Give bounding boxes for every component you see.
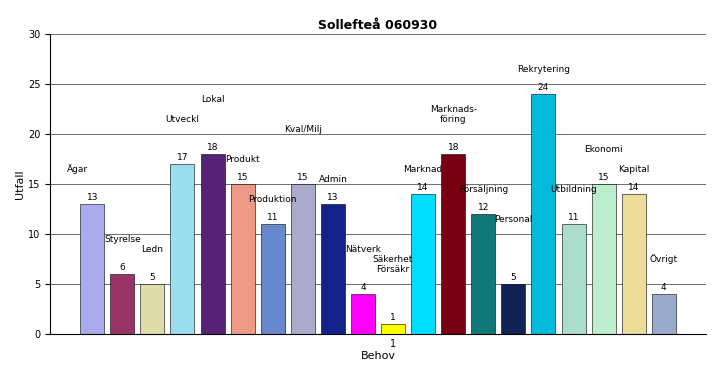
Y-axis label: Utfall: Utfall [15, 169, 25, 199]
Bar [652, 294, 676, 334]
Bar [472, 214, 495, 334]
Bar [171, 164, 194, 334]
Text: Nätverk: Nätverk [345, 245, 381, 254]
Text: Kval/Milj: Kval/Milj [284, 125, 322, 134]
Bar [351, 294, 375, 334]
Text: 18: 18 [207, 143, 218, 152]
Bar [562, 224, 585, 334]
Bar [592, 184, 616, 334]
Text: Kapital: Kapital [618, 165, 649, 174]
Text: Styrelse: Styrelse [104, 235, 140, 244]
Text: 24: 24 [538, 83, 549, 92]
Text: 13: 13 [86, 193, 98, 202]
Text: Ekonomi: Ekonomi [585, 145, 623, 154]
X-axis label: Behov: Behov [361, 351, 395, 361]
Text: 15: 15 [237, 173, 248, 182]
Bar [501, 284, 526, 334]
Text: Försäljning: Försäljning [459, 185, 508, 194]
Text: Övrigt: Övrigt [649, 255, 678, 264]
Text: Utbildning: Utbildning [550, 185, 597, 194]
Text: Produktion: Produktion [248, 195, 297, 204]
Bar [291, 184, 315, 334]
Text: 4: 4 [661, 283, 667, 292]
Text: Marknad: Marknad [403, 165, 443, 174]
Bar [531, 94, 556, 334]
Bar [80, 204, 104, 334]
Text: Admin: Admin [318, 175, 347, 184]
Text: 17: 17 [176, 153, 188, 162]
Text: 15: 15 [297, 173, 309, 182]
Title: Sollefteå 060930: Sollefteå 060930 [318, 19, 438, 32]
Text: 11: 11 [568, 213, 580, 222]
Bar [230, 184, 255, 334]
Text: 18: 18 [447, 143, 459, 152]
Text: Ledn: Ledn [141, 245, 163, 254]
Text: 15: 15 [598, 173, 609, 182]
Text: 13: 13 [327, 193, 338, 202]
Text: Ägar: Ägar [67, 165, 88, 174]
Text: 4: 4 [360, 283, 366, 292]
Text: 11: 11 [267, 213, 279, 222]
Text: Rekrytering: Rekrytering [517, 65, 570, 74]
Text: Produkt: Produkt [225, 155, 260, 164]
Bar [261, 224, 284, 334]
Text: 6: 6 [120, 263, 125, 272]
Text: 12: 12 [477, 203, 489, 212]
Text: 14: 14 [628, 183, 639, 192]
Bar [200, 154, 225, 334]
Bar [110, 274, 135, 334]
Bar [441, 154, 465, 334]
Text: Säkerhet
Försäkr: Säkerhet Försäkr [373, 255, 413, 274]
Text: 1: 1 [390, 314, 396, 322]
Bar [140, 284, 164, 334]
Text: 5: 5 [510, 273, 516, 282]
Bar [381, 325, 405, 334]
Text: 14: 14 [418, 183, 429, 192]
Bar [321, 204, 345, 334]
Text: Marknads-
föring: Marknads- föring [430, 105, 477, 124]
Text: 5: 5 [150, 273, 156, 282]
Text: Personal: Personal [494, 215, 533, 224]
Bar [621, 194, 646, 334]
Text: Utveckl: Utveckl [166, 115, 199, 124]
Text: Lokal: Lokal [201, 95, 225, 104]
Bar [411, 194, 435, 334]
